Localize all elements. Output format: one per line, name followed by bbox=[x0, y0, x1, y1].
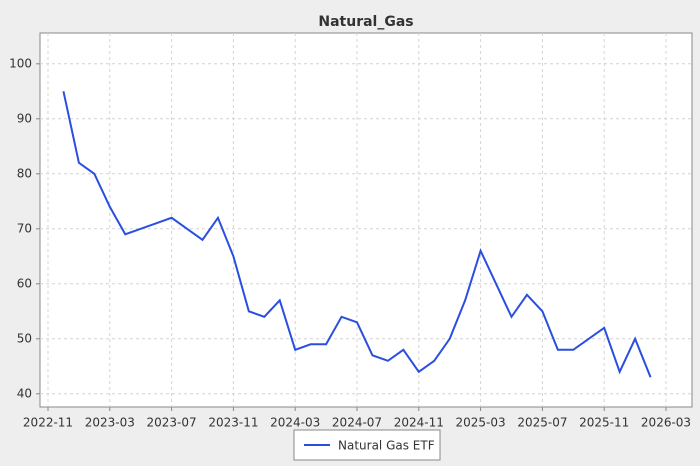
marks bbox=[62, 91, 652, 378]
x-tick-label: 2023-03 bbox=[85, 416, 135, 430]
x-tick-label: 2022-11 bbox=[23, 416, 73, 430]
x-tick-label: 2023-07 bbox=[147, 416, 197, 430]
x-tick-label: 2025-07 bbox=[517, 416, 567, 430]
y-tick-label: 90 bbox=[17, 111, 32, 125]
y-tick-label: 80 bbox=[17, 166, 32, 180]
y-tick-label: 60 bbox=[17, 276, 32, 290]
series-line bbox=[62, 91, 652, 378]
y-tick-label: 70 bbox=[17, 221, 32, 235]
x-tick-label: 2023-11 bbox=[208, 416, 258, 430]
x-tick-label: 2024-07 bbox=[332, 416, 382, 430]
grid bbox=[40, 33, 692, 407]
plot-area bbox=[39, 32, 693, 408]
chart-title: Natural_Gas bbox=[318, 14, 413, 30]
x-tick-label: 2025-03 bbox=[456, 416, 506, 430]
x-tick-label: 2024-11 bbox=[394, 416, 444, 430]
legend-label: Natural Gas ETF bbox=[338, 439, 435, 453]
y-tick-label: 100 bbox=[9, 56, 32, 70]
y-tick-label: 50 bbox=[17, 331, 32, 345]
x-tick-label: 2025-11 bbox=[579, 416, 629, 430]
x-tick-label: 2026-03 bbox=[641, 416, 691, 430]
y-tick-label: 40 bbox=[17, 386, 32, 400]
x-tick-label: 2024-03 bbox=[270, 416, 320, 430]
